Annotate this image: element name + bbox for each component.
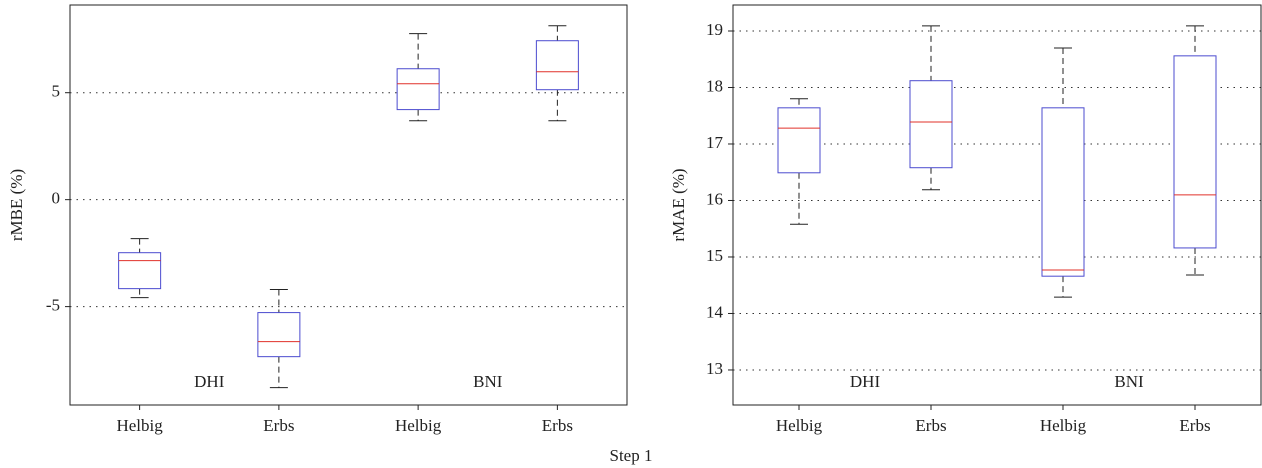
x-tick-label: Erbs [263,416,294,435]
x-tick-label: Helbig [1040,416,1087,435]
box [1041,107,1085,277]
y-tick-label: 5 [52,82,61,101]
x-tick-label: Helbig [776,416,823,435]
box [1173,55,1217,249]
y-tick-label: 17 [706,133,724,152]
y-tick-label: 19 [706,20,723,39]
x-tick-label: Helbig [395,416,442,435]
group-label: DHI [850,372,881,391]
y-tick-label: -5 [46,296,60,315]
x-axis-label: Step 1 [610,446,653,465]
y-tick-label: 15 [706,246,723,265]
box [777,107,821,174]
x-tick-label: Erbs [542,416,573,435]
box [535,40,579,91]
plot-frame [732,4,1262,406]
x-tick-label: Erbs [915,416,946,435]
group-label: BNI [1114,372,1144,391]
x-tick-label: Helbig [116,416,163,435]
group-label: BNI [473,372,503,391]
y-tick-label: 13 [706,359,723,378]
y-tick-label: 0 [52,189,61,208]
box [118,252,162,290]
y-tick-label: 18 [706,76,723,95]
group-label: DHI [194,372,225,391]
y-axis-label: rMAE (%) [669,168,688,241]
plot-frame [69,4,628,406]
y-tick-label: 16 [706,189,723,208]
box [909,80,953,169]
x-tick-label: Erbs [1179,416,1210,435]
box [257,312,301,358]
y-axis-label: rMBE (%) [7,169,26,241]
y-tick-label: 14 [706,302,724,321]
box [396,68,440,111]
